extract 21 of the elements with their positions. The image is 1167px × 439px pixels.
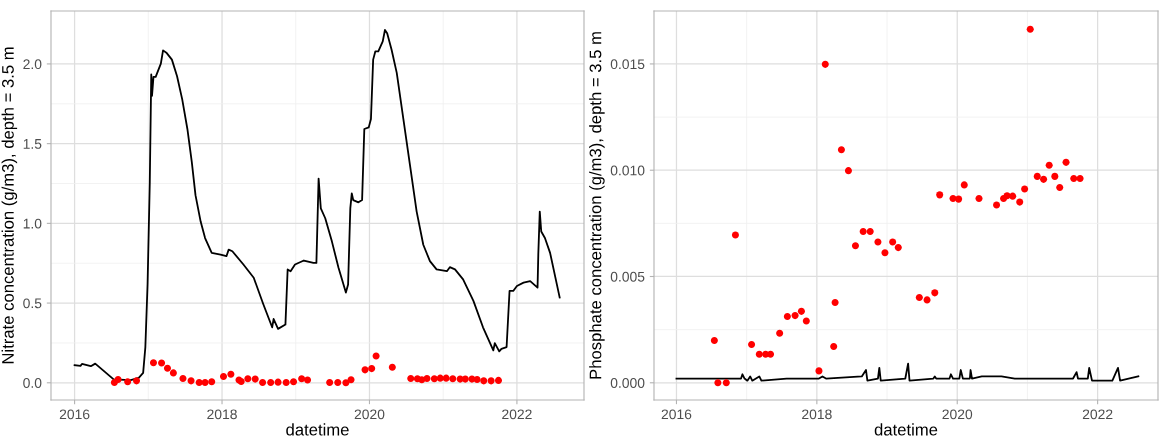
x-tick-label: 2018 bbox=[207, 409, 237, 420]
y-tick-label: 0.0 bbox=[23, 378, 42, 388]
x-axis-title: datetime bbox=[874, 423, 938, 436]
y-tick-label: 2.0 bbox=[23, 59, 42, 70]
y-tick-label: 0.000 bbox=[610, 378, 645, 388]
y-tick-label: 1.5 bbox=[23, 139, 42, 149]
x-tick-label: 2020 bbox=[354, 409, 385, 420]
y-tick-label: 0.010 bbox=[610, 165, 645, 176]
x-tick-label: 2016 bbox=[661, 409, 692, 420]
y-axis-title: Phosphate concentration (g/m3), depth = 3.5 m bbox=[589, 32, 605, 379]
y-tick-label: 0.005 bbox=[610, 271, 645, 282]
x-tick-label: 2022 bbox=[502, 409, 532, 420]
x-tick-label: 2020 bbox=[942, 409, 973, 420]
y-tick-label: 0.015 bbox=[610, 59, 645, 70]
y-axis-title: Nitrate concentration (g/m3), depth = 3.5 m bbox=[1, 47, 18, 364]
x-tick-label: 2022 bbox=[1082, 409, 1113, 420]
y-tick-label: 1.0 bbox=[23, 218, 42, 229]
x-axis-title: datetime bbox=[286, 423, 349, 436]
x-tick-label: 2018 bbox=[802, 409, 832, 420]
y-tick-label: 0.5 bbox=[23, 298, 42, 309]
x-tick-label: 2016 bbox=[59, 409, 90, 420]
